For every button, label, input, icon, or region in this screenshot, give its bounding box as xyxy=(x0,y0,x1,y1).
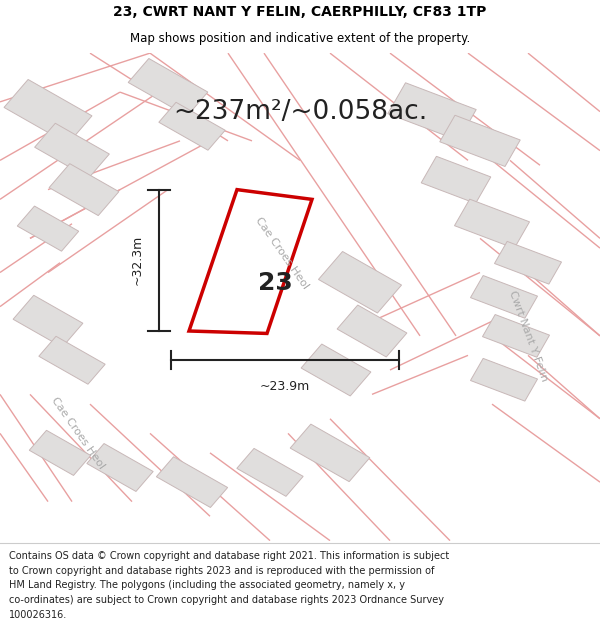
Polygon shape xyxy=(337,305,407,357)
Polygon shape xyxy=(29,430,91,476)
Text: 23: 23 xyxy=(258,271,293,295)
Polygon shape xyxy=(237,448,303,496)
Polygon shape xyxy=(49,164,119,216)
Polygon shape xyxy=(290,424,370,482)
Polygon shape xyxy=(4,79,92,144)
Polygon shape xyxy=(87,444,153,491)
Polygon shape xyxy=(319,251,401,313)
Polygon shape xyxy=(482,314,550,358)
Text: to Crown copyright and database rights 2023 and is reproduced with the permissio: to Crown copyright and database rights 2… xyxy=(9,566,434,576)
Polygon shape xyxy=(17,206,79,251)
Polygon shape xyxy=(470,358,538,401)
Text: Map shows position and indicative extent of the property.: Map shows position and indicative extent… xyxy=(130,32,470,45)
Text: 23, CWRT NANT Y FELIN, CAERPHILLY, CF83 1TP: 23, CWRT NANT Y FELIN, CAERPHILLY, CF83 … xyxy=(113,4,487,19)
Text: Contains OS data © Crown copyright and database right 2021. This information is : Contains OS data © Crown copyright and d… xyxy=(9,551,449,561)
Polygon shape xyxy=(13,295,83,348)
Polygon shape xyxy=(35,123,109,178)
Polygon shape xyxy=(301,344,371,396)
Text: ~32.3m: ~32.3m xyxy=(131,235,144,286)
Polygon shape xyxy=(157,457,227,508)
Text: co-ordinates) are subject to Crown copyright and database rights 2023 Ordnance S: co-ordinates) are subject to Crown copyr… xyxy=(9,595,444,605)
Text: Cae Croes Heol: Cae Croes Heol xyxy=(49,396,107,471)
Text: ~237m²/~0.058ac.: ~237m²/~0.058ac. xyxy=(173,99,427,124)
Polygon shape xyxy=(470,276,538,318)
Text: HM Land Registry. The polygons (including the associated geometry, namely x, y: HM Land Registry. The polygons (includin… xyxy=(9,580,405,590)
Polygon shape xyxy=(159,102,225,150)
Polygon shape xyxy=(128,59,208,116)
Text: ~23.9m: ~23.9m xyxy=(260,380,310,392)
Text: Cwrt Nant Y Felin: Cwrt Nant Y Felin xyxy=(507,289,549,382)
Polygon shape xyxy=(39,336,105,384)
Text: Cae Croes Heol: Cae Croes Heol xyxy=(253,215,311,291)
Polygon shape xyxy=(421,156,491,203)
Polygon shape xyxy=(388,82,476,141)
Polygon shape xyxy=(494,241,562,284)
Polygon shape xyxy=(440,115,520,166)
Polygon shape xyxy=(454,199,530,248)
Polygon shape xyxy=(189,189,312,334)
Text: 100026316.: 100026316. xyxy=(9,610,67,620)
